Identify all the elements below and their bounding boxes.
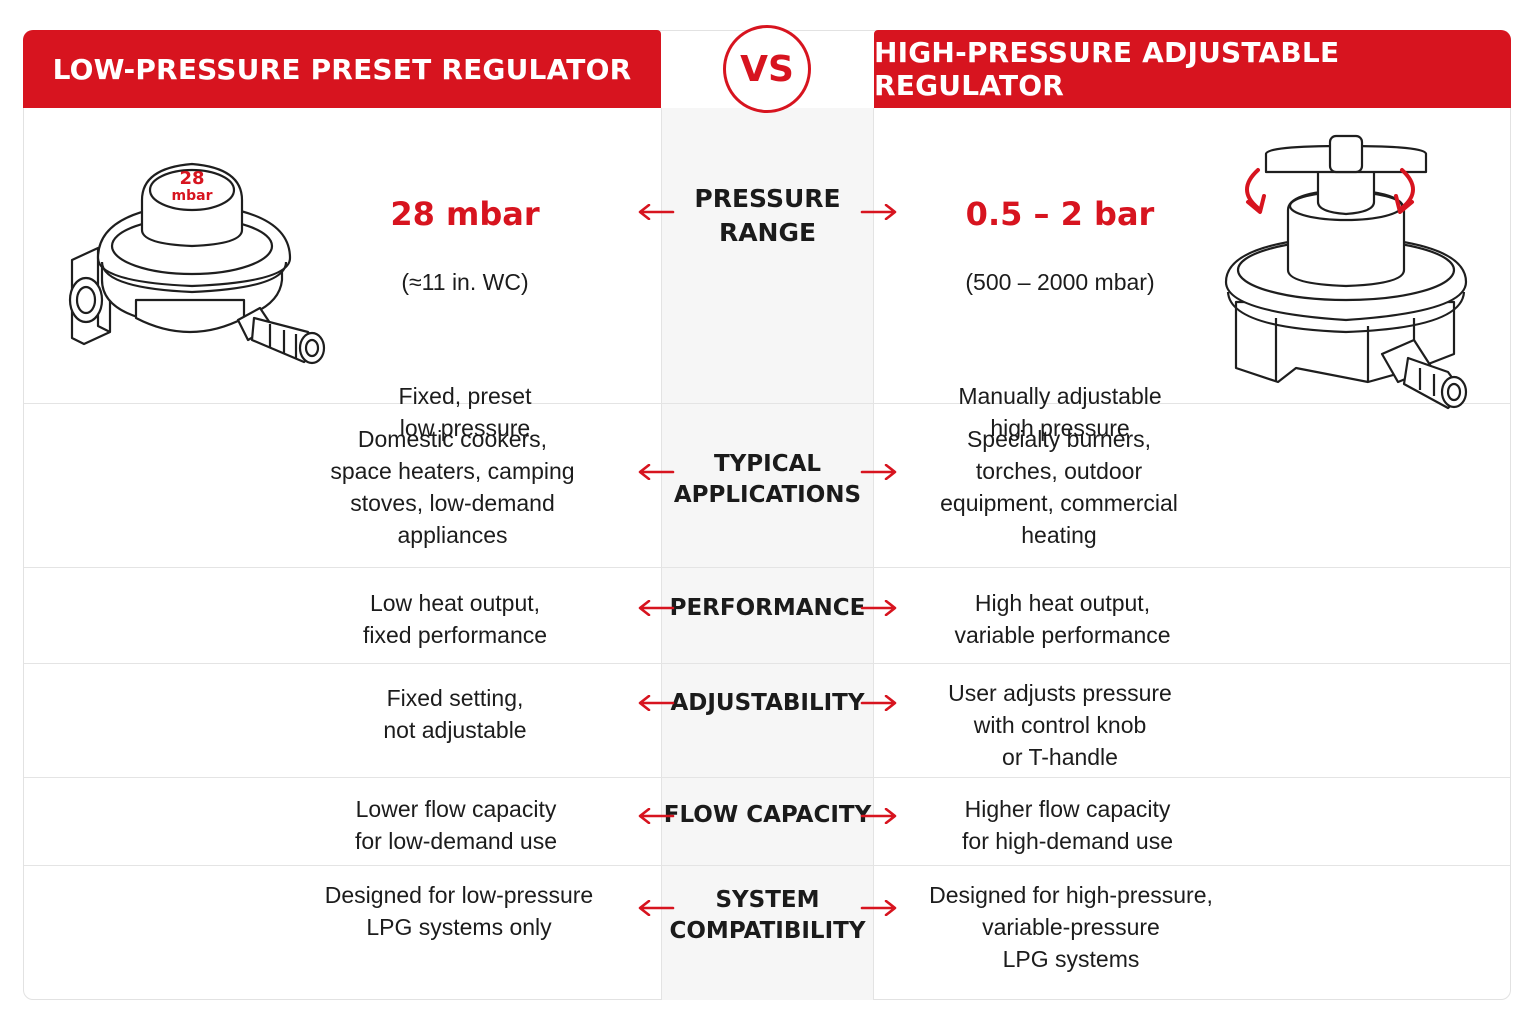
right-applications-text: Specialty burners, torches, outdoor equi… <box>940 426 1178 548</box>
arrow-right-icon <box>860 900 897 916</box>
left-pressure-value: 28 mbar <box>390 195 540 233</box>
center-label-column <box>661 108 874 1000</box>
right-pressure-equivalent: (500 – 2000 mbar) <box>965 269 1155 295</box>
right-pressure-block: 0.5 – 2 bar (500 – 2000 mbar) Manually a… <box>930 162 1190 476</box>
arrow-right-icon <box>860 695 897 711</box>
row-divider <box>24 403 1510 404</box>
arrow-right-icon <box>860 464 897 480</box>
right-compatibility-text: Designed for high-pressure, variable-pre… <box>929 882 1213 972</box>
right-header: HIGH-PRESSURE ADJUSTABLE REGULATOR <box>874 30 1511 108</box>
row-divider <box>24 567 1510 568</box>
right-pressure-description: Manually adjustable high pressure <box>958 383 1162 441</box>
left-performance-text: Low heat output, fixed performance <box>362 590 548 648</box>
dial-value-label: 28 <box>179 168 204 189</box>
left-adjustability-text: Fixed setting, not adjustable <box>383 685 527 743</box>
performance-label: PERFORMANCE <box>669 595 866 621</box>
arrow-right-icon <box>860 808 897 824</box>
row-divider <box>24 865 1510 866</box>
arrow-right-icon <box>860 204 897 220</box>
left-compatibility-text: Designed for low-pressure LPG systems on… <box>324 882 594 940</box>
pressure-range-label: PRESSURE RANGE <box>694 184 841 247</box>
right-adjustability-text: User adjusts pressure with control knob … <box>948 680 1172 770</box>
row-divider <box>24 777 1510 778</box>
right-pressure-value: 0.5 – 2 bar <box>965 195 1155 233</box>
system-compatibility-label: SYSTEM COMPATIBILITY <box>669 887 866 944</box>
arrow-left-icon <box>638 695 675 711</box>
right-header-title: HIGH-PRESSURE ADJUSTABLE REGULATOR <box>874 36 1340 102</box>
high-pressure-regulator-illustration <box>1224 134 1468 410</box>
low-pressure-regulator-illustration: 28 mbar <box>68 162 326 365</box>
vs-badge: VS <box>723 25 811 113</box>
dial-unit-label: mbar <box>172 188 213 204</box>
left-header: LOW-PRESSURE PRESET REGULATOR <box>23 30 661 108</box>
arrow-left-icon <box>638 204 675 220</box>
arrow-left-icon <box>638 808 675 824</box>
right-performance-text: High heat output, variable performance <box>954 590 1171 648</box>
arrow-left-icon <box>638 600 675 616</box>
arrow-right-icon <box>860 600 897 616</box>
rotate-arrows-icon <box>1245 168 1415 214</box>
right-flow-capacity-text: Higher flow capacity for high-demand use <box>962 796 1173 854</box>
left-pressure-equivalent: (≈11 in. WC) <box>401 269 529 295</box>
row-divider <box>24 663 1510 664</box>
vs-text: VS <box>740 48 794 90</box>
arrow-left-icon <box>638 900 675 916</box>
left-pressure-description: Fixed, preset low pressure <box>398 383 532 441</box>
left-flow-capacity-text: Lower flow capacity for low-demand use <box>355 796 557 854</box>
typical-applications-label: TYPICAL APPLICATIONS <box>673 451 862 508</box>
flow-capacity-label: FLOW CAPACITY <box>663 802 872 828</box>
arrow-left-icon <box>638 464 675 480</box>
left-pressure-block: 28 mbar (≈11 in. WC) Fixed, preset low p… <box>360 162 570 476</box>
adjustability-label: ADJUSTABILITY <box>670 690 865 716</box>
left-applications-text: Domestic cookers, space heaters, camping… <box>330 426 575 548</box>
left-header-title: LOW-PRESSURE PRESET REGULATOR <box>52 52 632 86</box>
